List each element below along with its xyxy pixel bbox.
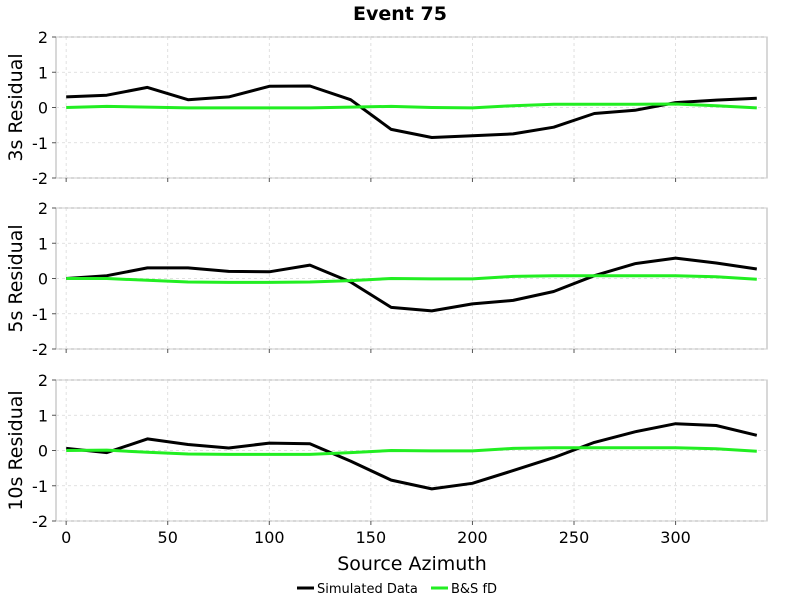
- y-axis-label: 5s Residual: [5, 224, 27, 332]
- y-axis-label: 10s Residual: [5, 390, 27, 510]
- series-line-simulated-data: [66, 256, 758, 313]
- y-tick-label: 1: [38, 406, 48, 425]
- legend: Simulated Data B&S fD: [297, 582, 497, 597]
- y-tick-label: -1: [32, 305, 48, 324]
- y-axis-label: 3s Residual: [5, 53, 27, 161]
- panel-3: -2 -1 0 1 2 10s Residual 0 50 100 150 200 250 300: [5, 371, 768, 547]
- y-tick-label: 1: [38, 234, 48, 253]
- y-tick-label: 1: [38, 63, 48, 82]
- x-axis-label: Source Azimuth: [337, 553, 487, 575]
- series-line-simulated-data: [66, 422, 758, 491]
- x-tick-label: 150: [356, 528, 387, 547]
- x-tick-label: 300: [660, 528, 691, 547]
- y-tick-label: -2: [32, 512, 48, 531]
- y-tick-label: 2: [38, 28, 48, 47]
- x-tick-label: 250: [559, 528, 590, 547]
- series-line-b-s-fd: [66, 446, 757, 456]
- y-tick-label: 0: [38, 270, 48, 289]
- x-tick-label: 50: [158, 528, 178, 547]
- series-line-simulated-data: [66, 84, 757, 139]
- y-tick-label: -1: [32, 134, 48, 153]
- chart-title: Event 75: [353, 3, 447, 25]
- panel-2: -2 -1 0 1 2 5s Residual: [5, 199, 768, 359]
- panel-1: -2 -1 0 1 2 3s Residual: [5, 28, 768, 188]
- y-tick-label: -2: [32, 340, 48, 359]
- y-tick-label: 0: [38, 99, 48, 118]
- series-line-b-s-fd: [66, 274, 757, 284]
- y-tick-label: -2: [32, 169, 48, 188]
- panels: -2 -1 0 1 2 3s Residual -2 -1 0 1 2 5s Residual -2 -1…: [5, 28, 768, 547]
- legend-label-simulated: Simulated Data: [317, 582, 418, 597]
- x-tick-label: 100: [254, 528, 285, 547]
- x-tick-label: 200: [457, 528, 488, 547]
- y-tick-label: -1: [32, 477, 48, 496]
- y-tick-label: 2: [38, 199, 48, 218]
- x-tick-label: 0: [61, 528, 71, 547]
- y-tick-label: 0: [38, 442, 48, 461]
- y-tick-label: 2: [38, 371, 48, 390]
- legend-label-bs-fd: B&S fD: [451, 582, 497, 597]
- series-line-b-s-fd: [66, 102, 757, 110]
